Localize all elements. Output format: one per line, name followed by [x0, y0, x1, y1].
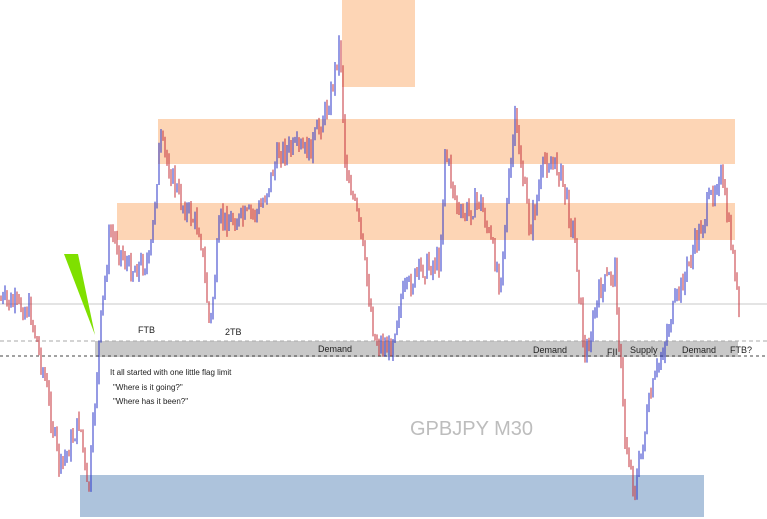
label: FII — [607, 347, 618, 357]
label: Demand — [533, 345, 567, 355]
watermark: GPBJPY M30 — [410, 418, 533, 440]
flag-arrow — [64, 254, 95, 335]
demand-zone — [80, 475, 704, 517]
label: 2TB — [225, 327, 242, 337]
label: FTB? — [730, 345, 752, 355]
note: "Where is it going?" — [113, 383, 183, 392]
supply-zone — [342, 0, 415, 87]
label: Demand — [318, 344, 352, 354]
note: "Where has it been?" — [113, 397, 188, 406]
label: Supply — [630, 345, 658, 355]
demand-zone — [95, 341, 738, 357]
label: FTB — [138, 325, 155, 335]
supply-zone — [117, 203, 735, 240]
candles — [0, 35, 740, 501]
note: It all started with one little flag limi… — [110, 368, 232, 377]
label: Demand — [682, 345, 716, 355]
